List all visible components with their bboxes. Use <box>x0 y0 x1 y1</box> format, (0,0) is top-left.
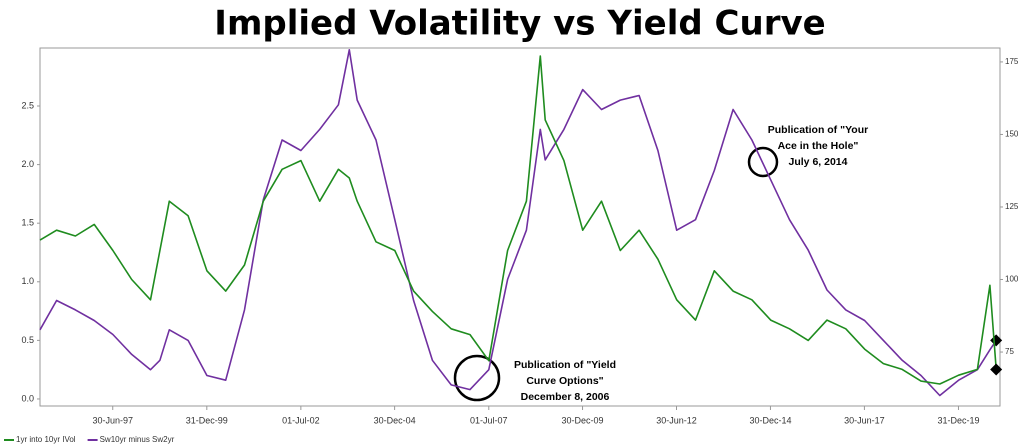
plot-frame <box>39 47 1001 407</box>
x-tick-label: 30-Jun-97 <box>92 415 133 425</box>
y-tick-label: 2.5 <box>21 100 34 110</box>
y-tick-label: 0.5 <box>21 335 34 345</box>
chart-title: Implied Volatility vs Yield Curve <box>214 4 825 44</box>
y2-tick-label: 175 <box>1005 57 1019 66</box>
x-tick-label: 01-Jul-02 <box>282 415 320 425</box>
highlight-circle <box>747 146 779 178</box>
legend-label: Sw10yr minus Sw2yr <box>100 435 175 444</box>
series-line <box>39 55 997 385</box>
x-tick-label: 30-Jun-17 <box>844 415 885 425</box>
legend-label: 1yr into 10yr IVol <box>16 435 76 444</box>
y2-tick-label: 150 <box>1005 130 1019 139</box>
x-tick-label: 01-Jul-07 <box>470 415 508 425</box>
y2-tick-label: 75 <box>1005 347 1014 356</box>
annotation: July 6, 2014 <box>789 156 848 168</box>
annotation: Curve Options" <box>526 375 603 387</box>
x-tick-label: 31-Dec-19 <box>937 415 979 425</box>
annotation: Ace in the Hole" <box>778 140 859 152</box>
y2-tick-label: 125 <box>1005 202 1019 211</box>
y-tick-label: 2.0 <box>21 159 34 169</box>
annotation: Publication of "Your <box>768 124 868 136</box>
y-tick-label: 1.0 <box>21 276 34 286</box>
x-tick-label: 30-Dec-14 <box>749 415 791 425</box>
series-line <box>39 49 997 397</box>
highlight-circle <box>453 354 501 402</box>
y-tick-label: 0.0 <box>21 393 34 403</box>
x-tick-label: 30-Dec-09 <box>562 415 604 425</box>
end-marker <box>990 363 1003 376</box>
annotation: Publication of "Yield <box>514 359 616 371</box>
x-tick-label: 30-Jun-12 <box>656 415 697 425</box>
x-tick-label: 31-Dec-99 <box>186 415 228 425</box>
annotation: December 8, 2006 <box>521 391 610 403</box>
x-tick-label: 30-Dec-04 <box>374 415 416 425</box>
y-tick-label: 1.5 <box>21 218 34 228</box>
y2-tick-label: 100 <box>1005 275 1019 284</box>
